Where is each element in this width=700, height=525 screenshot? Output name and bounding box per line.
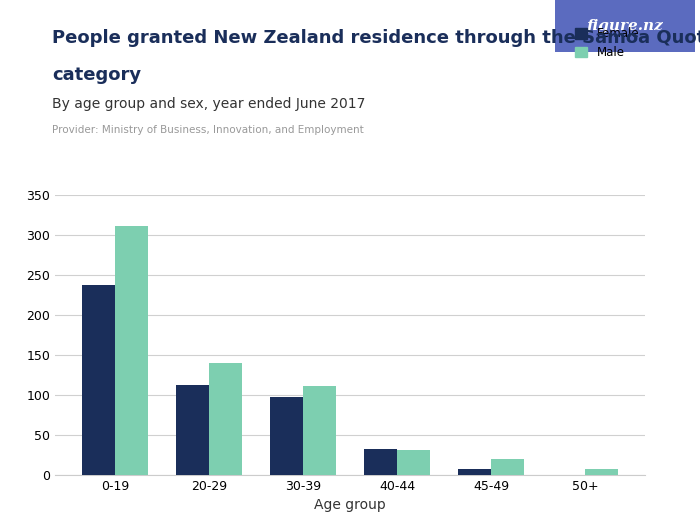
Bar [209, 363, 242, 475]
Bar [176, 385, 209, 475]
Bar [364, 448, 397, 475]
Text: category: category [52, 66, 141, 83]
Bar [491, 459, 524, 475]
Legend: Female, Male: Female, Male [575, 27, 639, 59]
Bar [270, 396, 303, 475]
Bar [397, 450, 430, 475]
Bar [82, 285, 115, 475]
Bar [115, 226, 148, 475]
Text: By age group and sex, year ended June 2017: By age group and sex, year ended June 20… [52, 97, 366, 111]
Bar [458, 469, 491, 475]
Text: figure.nz: figure.nz [587, 19, 664, 33]
Bar [303, 386, 336, 475]
Bar [585, 469, 618, 475]
Text: Provider: Ministry of Business, Innovation, and Employment: Provider: Ministry of Business, Innovati… [52, 125, 364, 135]
X-axis label: Age group: Age group [314, 498, 386, 512]
Text: People granted New Zealand residence through the Samoa Quota: People granted New Zealand residence thr… [52, 29, 700, 47]
